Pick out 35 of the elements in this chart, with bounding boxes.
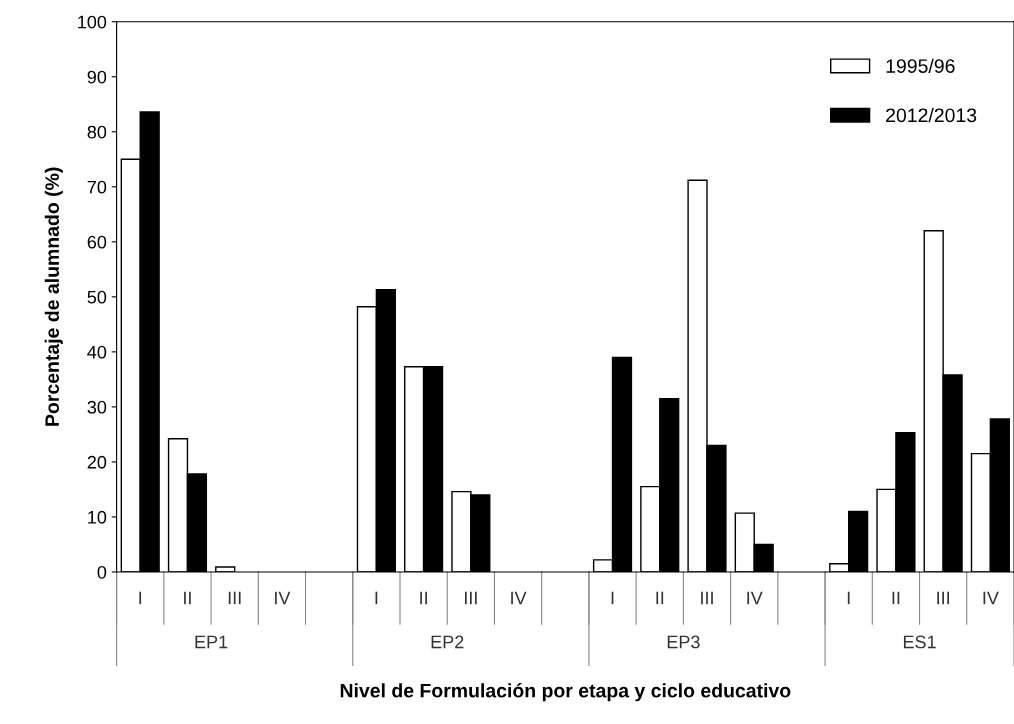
x-tick-label: IV [983,591,999,605]
y-axis-title: Porcentaje de alumnado (%) [44,167,63,426]
legend-label: 1995/96 [886,58,955,73]
x-tick-label: II [420,591,427,605]
x-tick-label: I [847,591,850,605]
text: EP3 [667,635,700,649]
y-tick-label: 30 [87,400,107,414]
x-tick-label: I [375,591,378,605]
x-tick-label: IV [511,591,527,605]
text: EP2 [431,635,464,649]
text: EP1 [195,635,228,649]
y-tick-label: 20 [87,455,107,469]
x-tick-label: I [611,591,614,605]
x-tick-label: III [937,591,950,605]
y-tick-label: 100 [78,15,107,29]
x-tick-label: III [464,591,477,605]
x-tick-label: II [656,591,664,605]
y-tick-label: 50 [87,290,107,304]
y-tick-label: 70 [87,180,107,194]
x-axis-title: Nivel de Formulación por etapa y ciclo educativo [340,683,791,702]
y-tick-label: 10 [88,510,107,524]
y-tick-label: 0 [97,565,107,579]
x-tick-label: III [701,591,713,605]
x-tick-label: III [228,591,241,605]
x-tick-label: IV [747,591,763,605]
y-tick-label: 90 [87,70,107,84]
y-tick-label: 60 [87,235,107,249]
text: ES1 [903,635,936,649]
x-tick-label: II [184,591,191,605]
y-tick-label: 40 [87,345,107,359]
x-tick-label: IV [275,591,291,605]
x-tick-label: I [139,591,142,605]
y-tick-label: 80 [87,125,107,139]
x-tick-label: II [892,591,900,605]
legend-label: 2012/2013 [886,107,977,123]
